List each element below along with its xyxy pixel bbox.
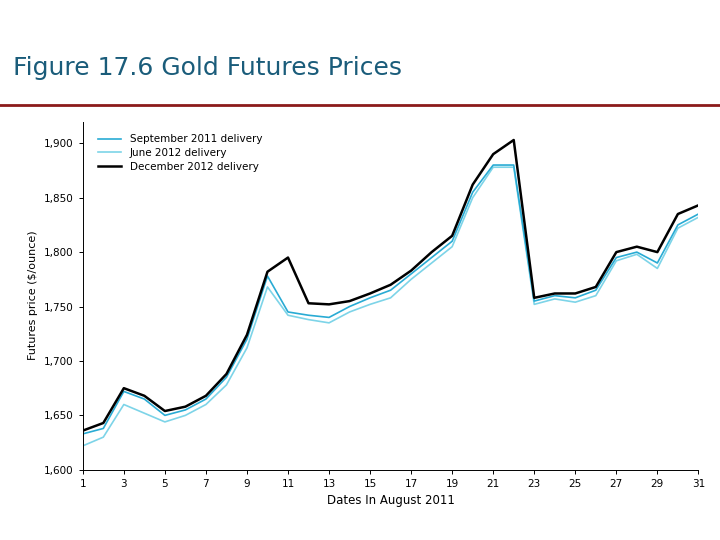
Legend: September 2011 delivery, June 2012 delivery, December 2012 delivery: September 2011 delivery, June 2012 deliv… xyxy=(94,130,266,176)
Text: Figure 17.6 Gold Futures Prices: Figure 17.6 Gold Futures Prices xyxy=(13,56,402,79)
X-axis label: Dates In August 2011: Dates In August 2011 xyxy=(327,495,454,508)
Text: 17-18: 17-18 xyxy=(663,522,698,532)
Y-axis label: Futures price ($/ounce): Futures price ($/ounce) xyxy=(29,231,38,361)
